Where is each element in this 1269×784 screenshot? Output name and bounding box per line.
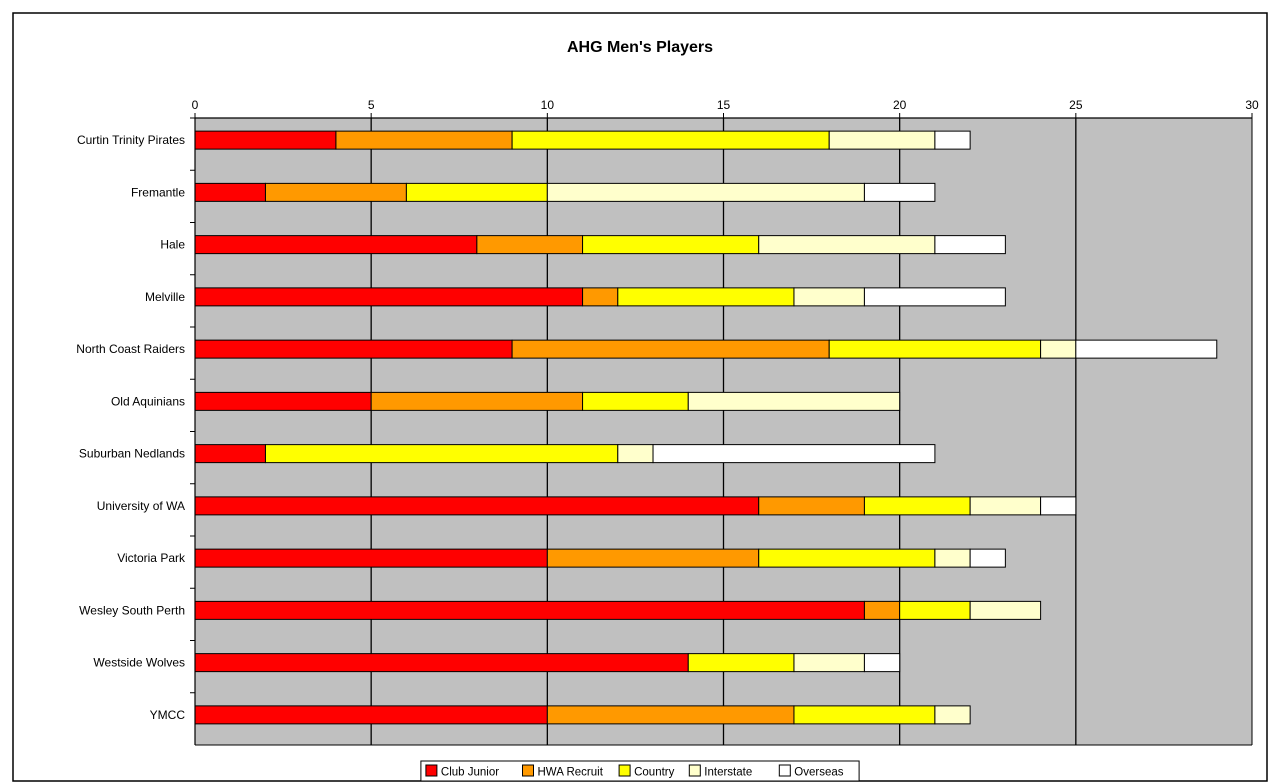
legend-swatch (778, 764, 791, 777)
bar-segment (582, 235, 760, 255)
bar-segment (194, 287, 584, 307)
bar-segment (969, 600, 1042, 620)
category-label: North Coast Raiders (76, 342, 185, 356)
x-tick-label: 25 (1069, 98, 1083, 112)
bar-segment (863, 653, 901, 673)
bar-segment (969, 496, 1042, 516)
bar-segment (758, 548, 936, 568)
bar-segment (405, 182, 548, 202)
bar-segment (194, 182, 266, 202)
bar-segment (546, 705, 795, 725)
category-label: Wesley South Perth (79, 603, 185, 617)
bar-segment (194, 339, 513, 359)
bar-segment (934, 548, 971, 568)
bar-segment (863, 496, 971, 516)
x-tick-label: 15 (717, 98, 731, 112)
legend-label: Overseas (794, 767, 843, 779)
bar-segment (863, 182, 936, 202)
bar-segment (194, 235, 478, 255)
bar-segment (687, 391, 901, 411)
bar-segment (264, 444, 619, 464)
x-tick-label: 10 (541, 98, 555, 112)
x-tick-label: 0 (192, 98, 199, 112)
legend: Club Junior HWA Recruit Country Interstate O… (420, 760, 860, 782)
bar-segment (546, 182, 865, 202)
bar-segment (194, 705, 548, 725)
x-tick-label: 5 (368, 98, 375, 112)
bar-segment (687, 653, 795, 673)
bar-segment (370, 391, 584, 411)
bar-segment (793, 287, 865, 307)
category-label: Victoria Park (117, 551, 186, 565)
axes: 0 5 10 15 20 25 30 Curtin Trinity Pirates Freman… (76, 98, 1259, 746)
legend-swatch (522, 764, 534, 777)
bar-segment (476, 235, 584, 255)
gridlines (370, 118, 1077, 745)
bar-segment (582, 287, 619, 307)
legend-swatch (425, 764, 438, 777)
category-label: Old Aquinians (111, 394, 185, 408)
category-label: Suburban Nedlands (79, 447, 185, 461)
bar-segment (511, 130, 830, 150)
bar-segment (264, 182, 407, 202)
bar-segment (194, 653, 689, 673)
bar-segment (194, 496, 760, 516)
bar-segment (899, 600, 971, 620)
legend-label: Country (634, 767, 675, 779)
legend-label: Interstate (704, 767, 752, 779)
bar-segment (934, 130, 971, 150)
bar-segment (828, 339, 1042, 359)
bar-segment (194, 600, 865, 620)
bar-segment (934, 705, 971, 725)
category-label: Hale (160, 238, 185, 252)
bar-segment (546, 548, 760, 568)
bar-segment (194, 130, 337, 150)
bar-segment (617, 444, 654, 464)
bar-segment (863, 287, 1006, 307)
bar-segment (1040, 496, 1077, 516)
category-label: Westside Wolves (93, 656, 185, 670)
bar-segment (1040, 339, 1077, 359)
bar-segment (793, 653, 865, 673)
bar-segment (194, 391, 372, 411)
bar-segment (335, 130, 513, 150)
bars (194, 130, 1218, 725)
legend-swatch (618, 764, 631, 777)
category-label: Melville (145, 290, 185, 304)
bar-segment (511, 339, 830, 359)
bar-segment (652, 444, 936, 464)
x-tick-label: 20 (893, 98, 907, 112)
bar-segment (969, 548, 1006, 568)
bar-segment (758, 235, 936, 255)
legend-swatch (688, 764, 701, 777)
bar-segment (793, 705, 936, 725)
bar-segment (194, 548, 548, 568)
legend-label: Club Junior (441, 767, 499, 779)
category-label: University of WA (97, 499, 185, 513)
bar-segment (934, 235, 1006, 255)
legend-label: HWA Recruit (538, 767, 604, 779)
bar-segment (863, 600, 901, 620)
bar-segment (758, 496, 865, 516)
bar-segment (194, 444, 266, 464)
bar-segment (828, 130, 936, 150)
category-label: Fremantle (131, 185, 185, 199)
bar-segment (1075, 339, 1218, 359)
chart-title: AHG Men's Players (567, 39, 713, 56)
x-tick-label: 30 (1245, 98, 1259, 112)
category-label: YMCC (150, 708, 186, 722)
bar-segment (582, 391, 689, 411)
category-label: Curtin Trinity Pirates (77, 133, 185, 147)
bar-segment (617, 287, 795, 307)
